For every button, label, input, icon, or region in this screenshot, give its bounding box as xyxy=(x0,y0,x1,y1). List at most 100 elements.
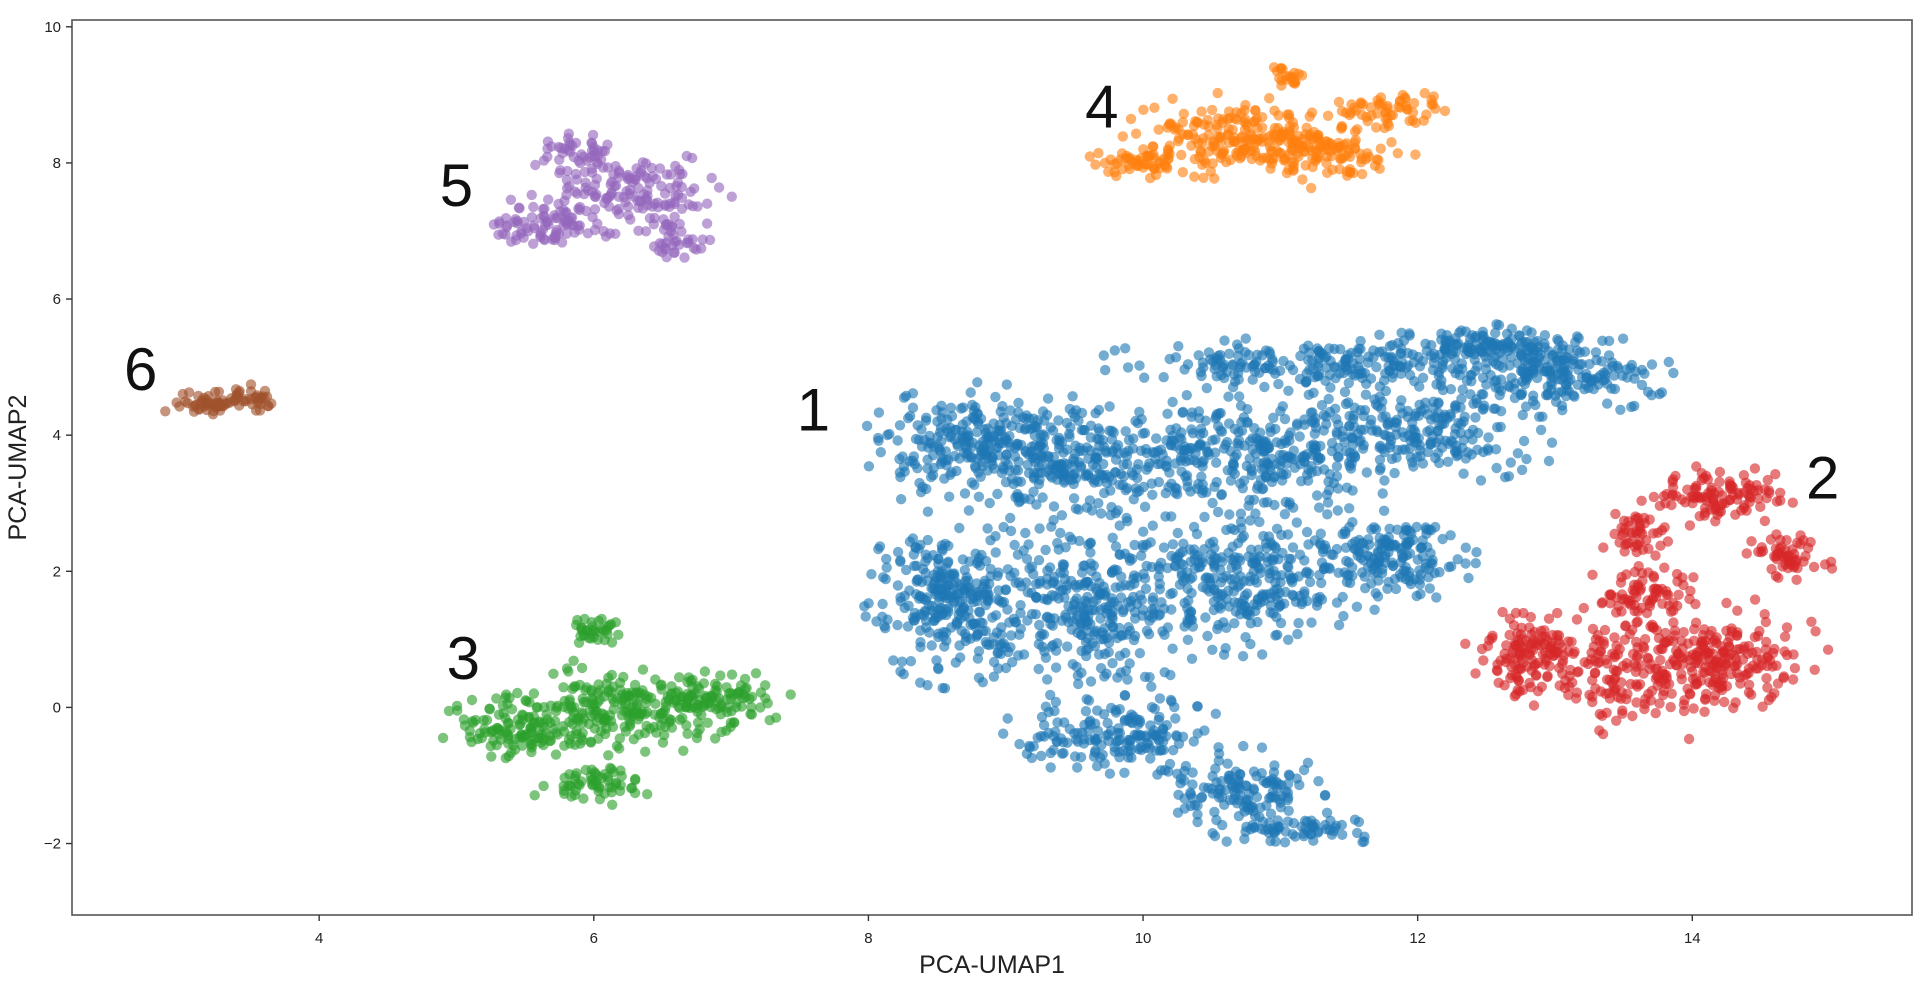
cluster-1-point xyxy=(1299,555,1310,566)
cluster-1-point xyxy=(1235,478,1246,489)
cluster-1-point xyxy=(1349,451,1361,462)
cluster-1-point xyxy=(1058,559,1070,570)
cluster-3-point xyxy=(611,740,623,752)
cluster-1-point xyxy=(1194,413,1205,424)
cluster-1-point xyxy=(1106,567,1118,578)
cluster-4-point xyxy=(1322,110,1334,122)
cluster-2-point xyxy=(1552,607,1563,619)
cluster-1-point xyxy=(901,564,912,576)
cluster-1-point xyxy=(1382,418,1393,430)
cluster-1-point xyxy=(1173,789,1184,800)
cluster-1-point xyxy=(1668,367,1679,379)
cluster-1-point xyxy=(1249,359,1260,370)
cluster-5-point xyxy=(506,236,517,247)
cluster-1-point xyxy=(1344,521,1355,533)
cluster-5-point xyxy=(641,173,653,184)
cluster-2-point xyxy=(1639,703,1650,715)
cluster-4-point xyxy=(1222,113,1234,125)
cluster-3-point xyxy=(637,664,649,675)
cluster-1-point xyxy=(1097,749,1108,760)
cluster-1-point xyxy=(1035,441,1046,452)
cluster-3-point xyxy=(492,722,503,734)
cluster-3-point xyxy=(529,733,540,744)
cluster-1-point xyxy=(1302,816,1313,827)
cluster-1-point xyxy=(1112,672,1123,683)
cluster-1-point xyxy=(959,565,970,576)
cluster-1-point xyxy=(1042,393,1054,404)
cluster-1-point xyxy=(1314,502,1325,513)
cluster-1-point xyxy=(1181,390,1193,401)
cluster-1-point xyxy=(1221,524,1232,536)
cluster-3-point xyxy=(692,717,704,728)
cluster-1-point xyxy=(1454,370,1466,381)
cluster-1-point xyxy=(1532,372,1543,384)
cluster-1-point xyxy=(1033,663,1044,675)
cluster-4-point xyxy=(1273,110,1284,121)
cluster-3-point xyxy=(484,703,495,714)
cluster-1-point xyxy=(1302,757,1314,768)
cluster-1-point xyxy=(1528,390,1539,401)
cluster-1-point xyxy=(1196,791,1208,803)
cluster-1-point xyxy=(1210,352,1221,364)
cluster-2-point xyxy=(1691,679,1703,690)
cluster-2-point xyxy=(1677,572,1688,583)
cluster-1-point xyxy=(988,671,1000,682)
cluster-1-point xyxy=(1154,711,1165,723)
cluster-1-point xyxy=(1339,386,1351,398)
cluster-1-point xyxy=(1361,467,1373,478)
cluster-1-point xyxy=(971,426,983,438)
cluster-1-point xyxy=(1196,471,1207,482)
cluster-1-point xyxy=(1126,553,1138,565)
cluster-1-point xyxy=(1034,619,1045,631)
cluster-4-point xyxy=(1084,151,1096,162)
cluster-5-point xyxy=(537,224,549,235)
cluster-1-point xyxy=(1333,619,1345,631)
cluster-1-point xyxy=(1198,782,1210,793)
cluster-1-point xyxy=(1070,503,1082,514)
cluster-1-point xyxy=(1332,451,1344,462)
cluster-3-point xyxy=(589,767,600,778)
cluster-1-point xyxy=(940,627,952,638)
cluster-1-point xyxy=(1255,567,1266,579)
cluster-1-point xyxy=(1106,702,1117,714)
cluster-4-point xyxy=(1276,75,1287,86)
cluster-1-point xyxy=(1067,391,1078,402)
cluster-1-point xyxy=(996,622,1007,633)
cluster-4-point xyxy=(1264,93,1275,104)
cluster-1-point xyxy=(1321,362,1332,373)
cluster-3-point xyxy=(746,709,757,720)
cluster-1-point xyxy=(1457,384,1468,395)
cluster-1-point xyxy=(1255,427,1266,438)
cluster-2-point xyxy=(1724,631,1736,643)
cluster-2-point xyxy=(1668,617,1679,628)
cluster-5-point xyxy=(581,155,593,166)
cluster-1-point xyxy=(1422,446,1434,458)
cluster-4-point xyxy=(1231,150,1243,161)
cluster-5-point xyxy=(665,169,676,180)
cluster-3-point xyxy=(715,670,726,681)
cluster-1-point xyxy=(1373,555,1385,566)
cluster-1-point xyxy=(1201,583,1212,594)
cluster-1-point xyxy=(1324,469,1336,480)
cluster-1-point xyxy=(1437,360,1448,371)
cluster-2-point xyxy=(1524,622,1535,633)
cluster-1-point xyxy=(909,560,920,572)
cluster-1-point xyxy=(1187,572,1198,583)
cluster-1-point xyxy=(895,494,907,505)
cluster-5-point xyxy=(535,213,546,224)
cluster-2-point xyxy=(1460,638,1471,649)
cluster-1-point xyxy=(1294,431,1305,442)
cluster-2-point xyxy=(1709,695,1720,706)
cluster-2-point xyxy=(1730,697,1741,708)
cluster-1-point xyxy=(984,497,995,509)
cluster-3-point xyxy=(606,637,618,648)
cluster-4-point xyxy=(1321,157,1332,169)
cluster-2-point xyxy=(1550,646,1562,658)
cluster-1-point xyxy=(1198,428,1209,439)
cluster-1-point xyxy=(1229,618,1240,629)
cluster-1-point xyxy=(1264,775,1275,786)
cluster-1-point xyxy=(1094,426,1105,437)
cluster-2-point xyxy=(1682,484,1693,495)
cluster-1-point xyxy=(1476,389,1487,400)
cluster-1-point xyxy=(1349,370,1361,381)
